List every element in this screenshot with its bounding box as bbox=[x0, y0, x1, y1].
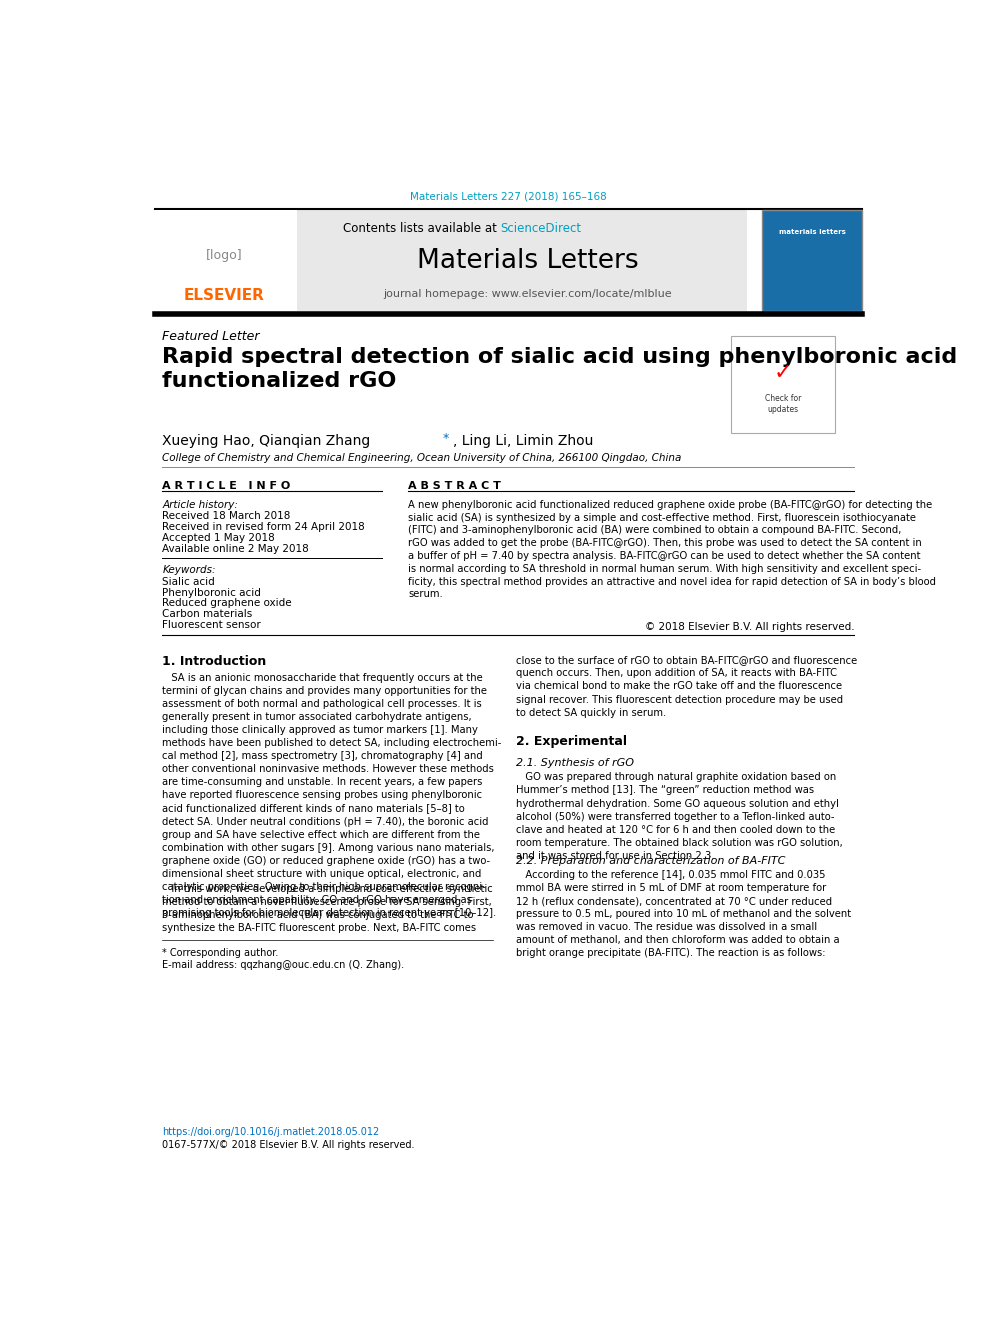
Text: 0167-577X/© 2018 Elsevier B.V. All rights reserved.: 0167-577X/© 2018 Elsevier B.V. All right… bbox=[163, 1139, 415, 1150]
Text: [logo]: [logo] bbox=[205, 249, 242, 262]
Text: ScienceDirect: ScienceDirect bbox=[501, 221, 582, 234]
Text: 2.1. Synthesis of rGO: 2.1. Synthesis of rGO bbox=[516, 758, 634, 767]
Text: https://doi.org/10.1016/j.matlet.2018.05.012: https://doi.org/10.1016/j.matlet.2018.05… bbox=[163, 1127, 380, 1138]
Text: *: * bbox=[443, 433, 449, 445]
Text: Featured Letter: Featured Letter bbox=[163, 329, 260, 343]
Text: Xueying Hao, Qianqian Zhang: Xueying Hao, Qianqian Zhang bbox=[163, 434, 375, 448]
FancyBboxPatch shape bbox=[731, 336, 835, 433]
Text: © 2018 Elsevier B.V. All rights reserved.: © 2018 Elsevier B.V. All rights reserved… bbox=[645, 622, 854, 632]
Text: E-mail address: qqzhang@ouc.edu.cn (Q. Zhang).: E-mail address: qqzhang@ouc.edu.cn (Q. Z… bbox=[163, 959, 405, 970]
Text: College of Chemistry and Chemical Engineering, Ocean University of China, 266100: College of Chemistry and Chemical Engine… bbox=[163, 452, 682, 463]
Text: In this work, we developed a simple and cost-effective synthetic
method to obtai: In this work, we developed a simple and … bbox=[163, 884, 493, 933]
Text: Received 18 March 2018: Received 18 March 2018 bbox=[163, 512, 291, 521]
Text: A B S T R A C T: A B S T R A C T bbox=[409, 480, 501, 491]
Text: Materials Letters: Materials Letters bbox=[417, 249, 639, 274]
Text: * Corresponding author.: * Corresponding author. bbox=[163, 949, 279, 958]
Text: Carbon materials: Carbon materials bbox=[163, 609, 253, 619]
Text: A R T I C L E   I N F O: A R T I C L E I N F O bbox=[163, 480, 291, 491]
Text: close to the surface of rGO to obtain BA-FITC@rGO and fluorescence
quench occurs: close to the surface of rGO to obtain BA… bbox=[516, 655, 857, 717]
FancyBboxPatch shape bbox=[155, 209, 747, 311]
Text: 1. Introduction: 1. Introduction bbox=[163, 655, 267, 668]
Text: Contents lists available at: Contents lists available at bbox=[343, 221, 501, 234]
Text: According to the reference [14], 0.035 mmol FITC and 0.035
mmol BA were stirred : According to the reference [14], 0.035 m… bbox=[516, 871, 851, 958]
Text: Article history:: Article history: bbox=[163, 500, 238, 509]
Text: Sialic acid: Sialic acid bbox=[163, 577, 215, 587]
Text: 2. Experimental: 2. Experimental bbox=[516, 734, 627, 747]
Text: Materials Letters 227 (2018) 165–168: Materials Letters 227 (2018) 165–168 bbox=[410, 191, 607, 201]
Text: Check for
updates: Check for updates bbox=[765, 393, 802, 414]
Text: SA is an anionic monosaccharide that frequently occurs at the
termini of glycan : SA is an anionic monosaccharide that fre… bbox=[163, 673, 502, 918]
FancyBboxPatch shape bbox=[155, 209, 297, 311]
Text: Keywords:: Keywords: bbox=[163, 565, 216, 576]
Text: Rapid spectral detection of sialic acid using phenylboronic acid
functionalized : Rapid spectral detection of sialic acid … bbox=[163, 347, 957, 392]
Text: A new phenylboronic acid functionalized reduced graphene oxide probe (BA-FITC@rG: A new phenylboronic acid functionalized … bbox=[409, 500, 936, 599]
FancyBboxPatch shape bbox=[762, 209, 862, 311]
Text: materials letters: materials letters bbox=[779, 229, 845, 235]
Text: Reduced graphene oxide: Reduced graphene oxide bbox=[163, 598, 292, 609]
Text: journal homepage: www.elsevier.com/locate/mlblue: journal homepage: www.elsevier.com/locat… bbox=[383, 288, 672, 299]
Text: Available online 2 May 2018: Available online 2 May 2018 bbox=[163, 544, 310, 554]
Text: Fluorescent sensor: Fluorescent sensor bbox=[163, 620, 261, 630]
Text: Received in revised form 24 April 2018: Received in revised form 24 April 2018 bbox=[163, 523, 365, 532]
Text: ELSEVIER: ELSEVIER bbox=[184, 288, 265, 303]
Text: ✓: ✓ bbox=[774, 363, 793, 382]
Text: 2.2. Preparation and characterization of BA-FITC: 2.2. Preparation and characterization of… bbox=[516, 856, 786, 865]
Text: GO was prepared through natural graphite oxidation based on
Hummer’s method [13]: GO was prepared through natural graphite… bbox=[516, 773, 843, 861]
Text: , Ling Li, Limin Zhou: , Ling Li, Limin Zhou bbox=[453, 434, 593, 448]
Text: Phenylboronic acid: Phenylboronic acid bbox=[163, 587, 261, 598]
Text: Accepted 1 May 2018: Accepted 1 May 2018 bbox=[163, 533, 275, 542]
